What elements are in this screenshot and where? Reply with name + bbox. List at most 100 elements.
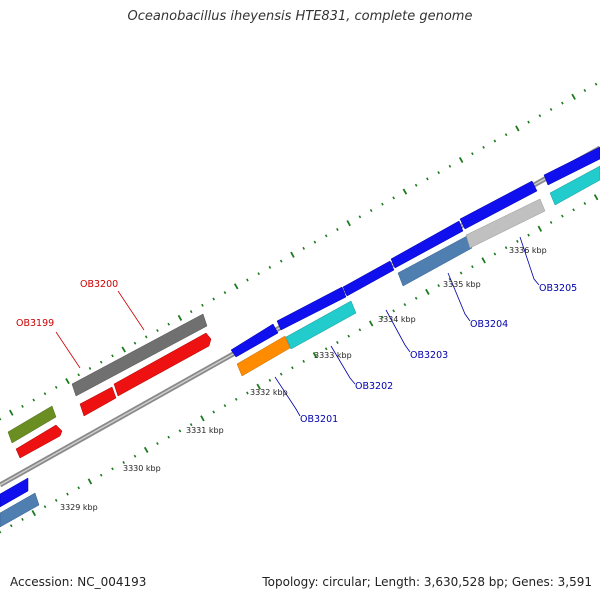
scale-tick [143,446,149,453]
scale-tick [493,139,497,143]
gene-lightgray[interactable] [465,198,546,249]
scale-tick [549,221,553,224]
gene-label-ob3200[interactable]: OB3200 [80,279,118,290]
gene-steelblue-ob3204[interactable] [397,235,473,287]
gene-label-ob3204[interactable]: OB3204 [470,319,508,330]
scale-tick [279,259,283,263]
scale-tick [31,509,36,517]
scale-tick [347,334,350,338]
scale-tick [87,478,93,485]
scale-tick [0,530,2,534]
scale-tick [111,354,114,358]
scale-tick [201,303,204,307]
scale-tick [392,309,395,313]
scale-tick [212,297,216,301]
scale-tick [527,120,530,124]
gene-blue-ob3204[interactable] [390,220,464,269]
gene-olive[interactable] [7,405,57,444]
scale-tick [43,392,47,396]
gene-blue-left-1[interactable] [0,477,29,508]
scale-tick [571,93,576,100]
scale-tick [167,322,171,326]
scale-tick [437,171,440,175]
scale-tick [504,246,508,250]
scale-tick [312,352,318,359]
scale-tick [32,398,36,402]
scale-tick [392,196,395,200]
scale-tick [302,246,306,250]
gene-cyan-ob3202[interactable] [285,300,357,350]
scale-tick [268,265,272,269]
scale-tick [594,82,598,86]
scale-tick [369,208,373,213]
scale-tick [77,373,81,377]
scale-tick [403,303,407,307]
scale-tick [381,202,384,206]
gene-label-ob3201[interactable]: OB3201 [300,414,338,425]
scale-tick [504,133,508,137]
scale-tick [336,341,339,344]
tick-row-upper [0,82,598,421]
gene-blue-ob3205[interactable] [459,180,538,230]
scale-tick [437,284,440,288]
scale-tick [268,378,272,382]
scale-tick [144,335,148,339]
leader-ob3202 [330,345,356,385]
gene-label-ob3202[interactable]: OB3202 [355,381,393,392]
scale-tick [223,291,227,295]
scale-tick [515,125,520,132]
gene-blue-ob3202[interactable] [276,286,347,331]
leader-ob3200 [117,290,145,331]
scale-tick [537,225,543,232]
gene-label-ob3199[interactable]: OB3199 [16,318,54,329]
scale-tick [133,341,137,345]
kbp-label: 3329 kbp [60,503,98,512]
scale-tick [122,461,126,464]
scale-tick [189,310,193,314]
scale-tick [471,265,474,269]
scale-tick [336,228,339,231]
kbp-label: 3332 kbp [250,388,288,397]
scale-tick [223,404,227,408]
scale-tick [0,417,2,421]
kbp-label: 3333 kbp [314,351,352,360]
scale-tick [99,473,103,477]
gene-label-ob3203[interactable]: OB3203 [410,350,448,361]
scale-tick [458,156,464,164]
gene-red-large[interactable] [113,332,212,397]
scale-tick [527,233,530,237]
scale-tick [448,164,452,168]
scale-tick [516,239,519,243]
scale-tick [471,152,474,156]
scale-tick [481,257,486,264]
tick-row-lower [0,194,599,534]
scale-tick [256,383,261,390]
scale-tick [381,315,384,319]
gene-blue-ob3203[interactable] [342,260,395,297]
gene-label-ob3205[interactable]: OB3205 [539,283,577,294]
scale-tick [290,251,295,258]
scale-tick [212,410,216,414]
gene-cyan-right[interactable] [549,165,600,206]
gene-steelblue-left[interactable] [0,492,40,528]
gene-blue-ob3201[interactable] [230,323,279,358]
scale-tick [77,486,81,490]
scale-tick [583,88,587,93]
kbp-label: 3330 kbp [123,464,161,473]
scale-tick [167,435,171,439]
gene-red-small-1[interactable] [15,424,63,459]
leader-ob3203 [385,309,411,353]
scale-tick [156,329,159,333]
gene-blue-right[interactable] [543,146,600,186]
scale-tick [425,288,430,295]
gene-orange[interactable] [236,335,291,377]
leader-ob3204 [447,272,471,322]
page-title: Oceanobacillus iheyensis HTE831, complet… [127,9,473,24]
scale-tick [99,360,103,364]
leader-ob3205 [519,236,540,286]
gene-red-ob3199[interactable] [79,386,117,417]
scale-tick [414,296,418,300]
kbp-label: 3335 kbp [443,280,481,289]
gene-gray-ob3200[interactable] [71,313,208,397]
